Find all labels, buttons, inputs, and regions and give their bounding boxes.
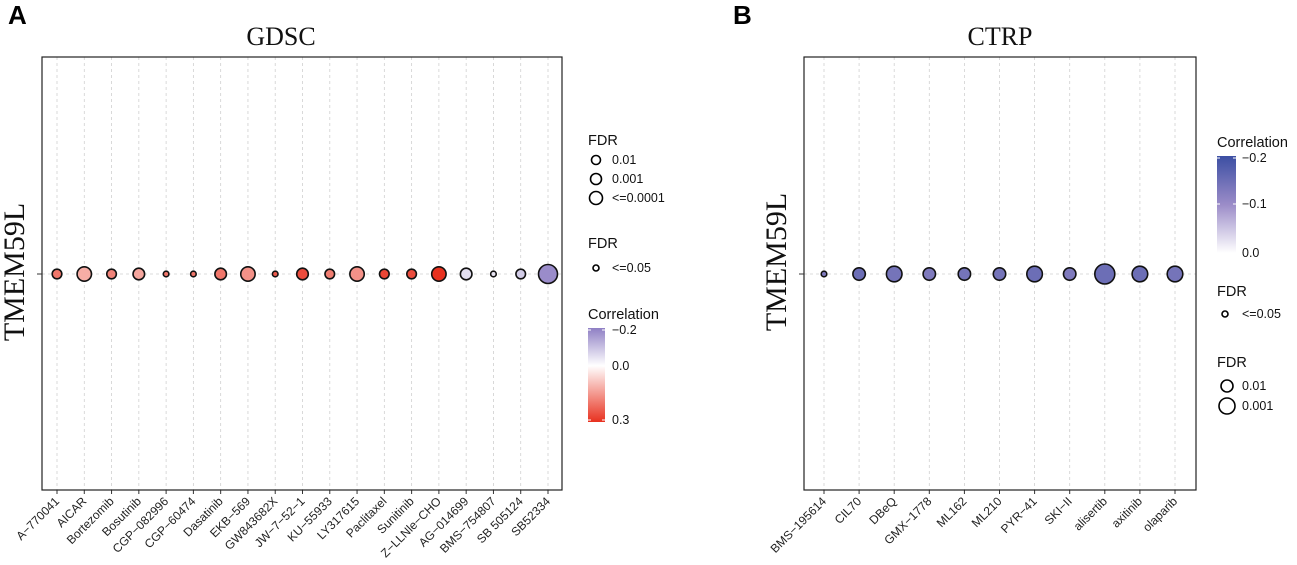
- legend-title: FDR: [1217, 355, 1247, 371]
- legend-label: 0.01: [612, 153, 636, 167]
- data-point: [459, 267, 473, 281]
- panel-b-legend-fdr-small: FDR <=0.05: [1217, 284, 1281, 321]
- legend-title: Correlation: [588, 307, 659, 323]
- data-point: [820, 270, 828, 278]
- data-point: [189, 270, 197, 278]
- panel-b-legend-fdr-size: FDR 0.01 0.001: [1217, 355, 1273, 415]
- data-point: [271, 270, 279, 278]
- data-point: [1166, 265, 1184, 283]
- legend-size-marker-small: [590, 154, 602, 166]
- x-tick-label: olaparib: [1140, 494, 1180, 534]
- colorbar-label: 0.0: [1242, 246, 1259, 260]
- panel-a: A GDSC TMEM59L A−770041AICARBortezomibBo…: [0, 0, 665, 560]
- legend-title: FDR: [588, 133, 618, 149]
- data-point: [1025, 265, 1044, 283]
- legend-label: 0.001: [1242, 399, 1273, 413]
- legend-colorbar: [588, 328, 605, 422]
- data-point: [515, 268, 527, 280]
- data-point: [239, 265, 256, 282]
- panel-a-legend-fdr-size: FDR 0.01 0.001 <=0.0001: [588, 133, 665, 206]
- legend-title: FDR: [588, 236, 618, 252]
- data-point: [76, 265, 93, 282]
- data-point: [852, 266, 867, 281]
- data-point: [537, 263, 559, 285]
- panel-b-points: [820, 263, 1184, 285]
- panel-a-legend-color: Correlation −0.2 0.0 0.3: [588, 307, 659, 427]
- data-point: [992, 266, 1007, 281]
- panel-b-title: CTRP: [967, 22, 1032, 51]
- legend-label: <=0.05: [1242, 307, 1281, 321]
- colorbar-label: 0.3: [612, 413, 629, 427]
- data-point: [349, 265, 366, 282]
- legend-size-marker-large: [1218, 397, 1236, 415]
- panel-b-legend-color: Correlation −0.2 −0.1 0.0: [1217, 135, 1288, 260]
- colorbar-label: 0.0: [612, 359, 629, 373]
- data-point: [885, 265, 903, 283]
- legend-colorbar: [1217, 156, 1236, 253]
- data-point: [489, 270, 498, 278]
- legend-label: <=0.05: [612, 261, 651, 275]
- data-point: [51, 268, 63, 280]
- data-point: [295, 267, 310, 281]
- data-point: [132, 267, 146, 281]
- data-point: [957, 266, 972, 281]
- panel-a-title: GDSC: [246, 22, 315, 51]
- colorbar-label: −0.2: [1242, 151, 1267, 165]
- data-point: [922, 266, 937, 281]
- data-point: [1094, 263, 1116, 285]
- data-point: [162, 270, 170, 278]
- panel-a-ylabel: TMEM59L: [0, 203, 31, 341]
- x-tick-label: CIL70: [832, 494, 865, 527]
- panel-a-xticklabels: A−770041AICARBortezomibBosutinibCGP−0829…: [13, 494, 553, 560]
- colorbar-label: −0.2: [612, 323, 637, 337]
- x-tick-label: alisertib: [1071, 494, 1110, 533]
- data-point: [378, 268, 390, 280]
- panel-b-letter: B: [733, 0, 752, 30]
- panel-a-letter: A: [8, 0, 27, 30]
- data-point: [105, 268, 118, 280]
- x-tick-label: ML162: [934, 494, 970, 530]
- x-tick-label: SKI−II: [1042, 494, 1075, 527]
- panel-b-ylabel: TMEM59L: [760, 193, 793, 331]
- colorbar-label: −0.1: [1242, 197, 1267, 211]
- legend-title: FDR: [1217, 284, 1247, 300]
- legend-size-marker-medium: [589, 172, 603, 186]
- x-tick-label: DBeQ: [866, 494, 899, 527]
- data-point: [1062, 266, 1077, 281]
- legend-label: <=0.0001: [612, 191, 665, 205]
- x-tick-label: PYR−41: [998, 494, 1040, 536]
- data-point: [214, 267, 228, 281]
- data-point: [324, 268, 336, 280]
- panel-b: B CTRP TMEM59L BMS−195614 CIL70 DBeQGMX−17…: [733, 0, 1288, 556]
- legend-title: Correlation: [1217, 135, 1288, 151]
- legend-size-marker-medium: [1220, 379, 1234, 393]
- panel-a-points: [51, 263, 559, 285]
- data-point: [430, 265, 447, 282]
- data-point: [406, 268, 418, 280]
- legend-label: 0.001: [612, 172, 643, 186]
- data-point: [1131, 265, 1149, 283]
- x-tick-label: BMS−195614: [768, 494, 830, 556]
- legend-size-marker-tiny: [1221, 310, 1229, 318]
- panel-a-legend-fdr-small: FDR <=0.05: [588, 236, 651, 275]
- legend-label: 0.01: [1242, 379, 1266, 393]
- legend-size-marker-tiny: [592, 264, 600, 272]
- legend-size-marker-large: [588, 190, 604, 206]
